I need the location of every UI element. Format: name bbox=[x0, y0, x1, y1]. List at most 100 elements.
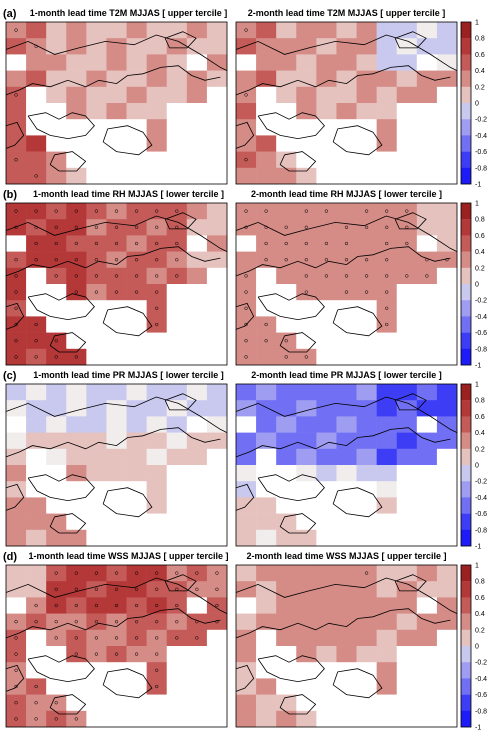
grid-cell bbox=[26, 70, 47, 88]
grid-cell bbox=[296, 694, 317, 712]
grid-cell bbox=[296, 22, 317, 39]
grid-cell bbox=[206, 481, 228, 498]
grid-cell bbox=[376, 400, 398, 417]
coastline bbox=[27, 293, 95, 321]
grid-cell bbox=[236, 167, 257, 185]
grid-cell bbox=[86, 251, 107, 269]
coastline bbox=[257, 655, 325, 683]
grid-cell bbox=[26, 581, 47, 598]
coastline bbox=[394, 31, 427, 49]
significance-dot bbox=[385, 274, 389, 278]
significance-dot bbox=[155, 322, 159, 327]
significance-dot bbox=[175, 571, 179, 575]
grid-cell bbox=[396, 70, 418, 88]
map-panel bbox=[235, 202, 458, 366]
grid-cell bbox=[166, 284, 188, 301]
significance-dot bbox=[94, 652, 99, 656]
grid-cell bbox=[26, 348, 47, 366]
map-title: 1-month lead time WSS MJJAS [ upper terc… bbox=[28, 551, 228, 561]
colorbar-tick: -1 bbox=[475, 363, 481, 370]
colorbar-segment bbox=[461, 70, 471, 87]
grid-cell bbox=[166, 38, 188, 55]
grid-cell bbox=[296, 662, 317, 679]
grid-cell bbox=[146, 384, 168, 401]
grid-cell bbox=[6, 235, 27, 252]
significance-dot bbox=[195, 571, 199, 575]
significance-dot bbox=[14, 306, 18, 310]
coastline bbox=[235, 302, 255, 330]
significance-dot bbox=[74, 225, 78, 229]
significance-dot bbox=[244, 158, 248, 162]
grid-cell bbox=[296, 448, 317, 466]
grid-cell bbox=[396, 332, 418, 350]
grid-cell bbox=[316, 465, 337, 482]
grid-cell bbox=[236, 54, 257, 71]
grid-cell bbox=[66, 432, 87, 450]
grid-cell bbox=[66, 22, 87, 39]
grid-cell bbox=[66, 646, 87, 663]
significance-dot bbox=[364, 274, 369, 278]
colorbar-tick: -1 bbox=[475, 182, 481, 189]
significance-dot bbox=[304, 241, 308, 246]
colorbar-segment bbox=[461, 103, 471, 120]
colorbar-tick: 1 bbox=[475, 201, 479, 208]
grid-cell bbox=[186, 481, 208, 498]
significance-dot bbox=[175, 209, 179, 213]
grid-cell bbox=[6, 332, 27, 350]
grid-cell bbox=[396, 613, 418, 631]
grid-cell bbox=[436, 581, 458, 598]
grid-cell bbox=[6, 267, 27, 285]
significance-dot bbox=[94, 258, 99, 262]
map-frame bbox=[5, 21, 228, 185]
grid-cell bbox=[106, 151, 127, 169]
significance-dot bbox=[244, 290, 248, 294]
grid-cell bbox=[356, 54, 377, 71]
grid-cell bbox=[46, 219, 67, 236]
grid-cell bbox=[6, 581, 27, 598]
grid-cell bbox=[126, 497, 147, 514]
grid-cell bbox=[166, 662, 188, 679]
grid-cell bbox=[166, 529, 188, 547]
grid-cell bbox=[66, 284, 87, 301]
map-panel bbox=[5, 202, 228, 366]
grid-cell bbox=[436, 316, 458, 333]
grid-cell bbox=[356, 316, 377, 333]
significance-dot bbox=[155, 241, 159, 246]
grid-cell bbox=[186, 151, 208, 169]
grid-cell bbox=[66, 203, 87, 220]
grid-cell bbox=[166, 416, 188, 433]
grid-cell bbox=[46, 151, 67, 169]
grid-cell bbox=[46, 22, 67, 39]
grid-cell bbox=[316, 400, 337, 417]
colorbar-tick: 0.6 bbox=[475, 233, 485, 240]
coastline bbox=[49, 694, 87, 715]
coastline bbox=[235, 65, 451, 96]
grid-cell bbox=[166, 332, 188, 350]
grid-cell bbox=[296, 54, 317, 71]
significance-dot bbox=[344, 225, 349, 229]
grid-cell bbox=[316, 38, 337, 55]
map-frame bbox=[5, 564, 228, 728]
grid-cell bbox=[316, 613, 337, 631]
coastline bbox=[164, 574, 197, 592]
grid-cell bbox=[296, 251, 317, 269]
grid-cell bbox=[256, 597, 277, 614]
significance-dot bbox=[284, 258, 288, 262]
grid-cell bbox=[186, 710, 208, 728]
grid-cell bbox=[46, 581, 67, 598]
grid-cell bbox=[236, 465, 257, 482]
significance-dot bbox=[155, 684, 159, 689]
grid-cell bbox=[86, 348, 107, 366]
grid-cell bbox=[206, 86, 228, 104]
significance-dot bbox=[304, 258, 308, 262]
significance-dot bbox=[114, 209, 119, 213]
grid-cell bbox=[26, 613, 47, 631]
significance-dot bbox=[215, 587, 219, 591]
grid-cell bbox=[416, 348, 438, 366]
grid-cell bbox=[106, 581, 127, 598]
grid-cell bbox=[276, 203, 297, 220]
grid-cell bbox=[106, 22, 127, 39]
significance-dot bbox=[324, 241, 329, 246]
grid-cell bbox=[146, 348, 168, 366]
grid-cell bbox=[166, 481, 188, 498]
